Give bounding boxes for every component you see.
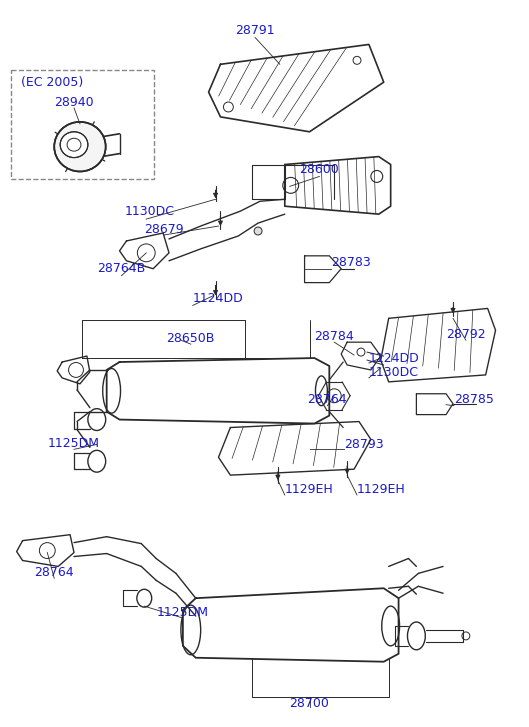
Text: 1130DC: 1130DC (369, 366, 419, 379)
Ellipse shape (254, 227, 262, 235)
Text: 28600: 28600 (299, 163, 339, 176)
Ellipse shape (60, 132, 88, 158)
Text: 28764B: 28764B (97, 262, 145, 276)
Text: 28784: 28784 (314, 330, 354, 342)
Text: 1125DM: 1125DM (48, 437, 100, 450)
Text: 1129EH: 1129EH (285, 483, 334, 496)
Text: 28783: 28783 (331, 257, 371, 269)
Text: 28792: 28792 (446, 328, 486, 341)
Ellipse shape (54, 122, 106, 172)
Text: 28764: 28764 (34, 566, 74, 579)
Text: 28700: 28700 (289, 697, 330, 710)
Text: 28785: 28785 (454, 393, 494, 406)
Text: 28679: 28679 (144, 222, 184, 236)
Text: 1124DD: 1124DD (369, 352, 419, 364)
Text: 28650B: 28650B (167, 332, 215, 345)
Text: 1125DM: 1125DM (157, 606, 209, 619)
Text: 28940: 28940 (54, 95, 94, 108)
Text: 28764: 28764 (307, 393, 347, 406)
Text: 28791: 28791 (235, 24, 275, 37)
Text: 1130DC: 1130DC (124, 205, 174, 217)
Text: 28793: 28793 (344, 438, 384, 451)
Text: (EC 2005): (EC 2005) (21, 76, 83, 89)
Text: 1124DD: 1124DD (193, 292, 243, 305)
FancyBboxPatch shape (11, 71, 154, 180)
Text: 1129EH: 1129EH (357, 483, 406, 496)
